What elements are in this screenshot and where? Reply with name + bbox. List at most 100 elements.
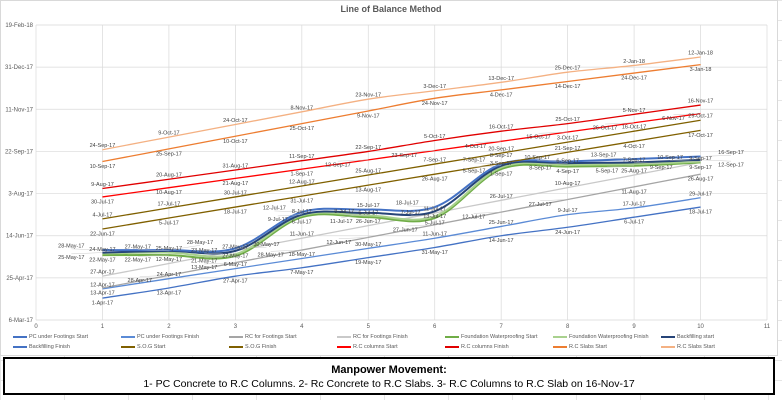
chart-legend: PC under Footings Start PC under Footings… bbox=[13, 334, 769, 350]
legend-label: Backfilling start bbox=[677, 334, 714, 340]
data-label: 17-Jul-17 bbox=[623, 201, 646, 207]
data-label: 11-Jun-17 bbox=[290, 232, 314, 238]
data-label: 9-Nov-17 bbox=[357, 113, 380, 119]
data-label: 5-Nov-17 bbox=[623, 108, 646, 114]
data-label: 22-Jun-17 bbox=[90, 231, 115, 237]
data-label: 20-Sep-17 bbox=[488, 147, 514, 153]
label-leader-line bbox=[473, 211, 502, 214]
x-tick-label: 6 bbox=[433, 324, 437, 330]
legend-item: S.O.G Start bbox=[121, 344, 229, 350]
legend-label: Foundation Waterproofing Start bbox=[461, 334, 538, 340]
data-label: 8-Nov-17 bbox=[291, 105, 314, 111]
data-label: 11-Jun-17 bbox=[423, 232, 447, 238]
data-label: 12-Jan-18 bbox=[688, 51, 713, 57]
data-label: 25-Aug-17 bbox=[621, 169, 647, 175]
legend-label: Backfilling Finish bbox=[29, 344, 70, 350]
data-label: 31-Aug-17 bbox=[223, 163, 249, 169]
data-label: 17-Oct-17 bbox=[688, 133, 712, 139]
label-leader-line bbox=[474, 162, 502, 165]
data-label: 2-Jan-18 bbox=[623, 59, 645, 65]
data-label: 26-Jun-17 bbox=[356, 219, 381, 225]
data-label: 9-Sep-17 bbox=[689, 156, 712, 162]
data-label: 5-Jul-17 bbox=[159, 221, 179, 227]
data-label: 21-Aug-17 bbox=[223, 181, 249, 187]
data-label: 21-Sep-17 bbox=[555, 146, 581, 152]
manpower-movement-note: Manpower Movement: 1- PC Concrete to R.C… bbox=[3, 357, 775, 395]
data-label: 31-Jul-17 bbox=[290, 199, 313, 205]
y-tick-label: 31-Dec-17 bbox=[5, 65, 34, 71]
data-label: 12-Apr-17 bbox=[90, 282, 114, 288]
data-label: 24-Jun-17 bbox=[555, 230, 580, 236]
data-label: 18-Jul-17 bbox=[689, 210, 712, 216]
chart-area[interactable]: Line of Balance Method 6-Mar-17 25-Apr-17… bbox=[0, 0, 778, 356]
data-label: 16-Nov-17 bbox=[688, 99, 714, 105]
x-tick-label: 2 bbox=[167, 324, 171, 330]
data-label: 12-Jun-17 bbox=[326, 240, 351, 246]
y-tick-label: 19-Feb-18 bbox=[5, 23, 33, 29]
legend-item: R.C Slabs Start bbox=[553, 344, 661, 350]
label-leader-line bbox=[407, 205, 435, 208]
data-label: 27-Apr-17 bbox=[90, 270, 114, 276]
legend-swatch bbox=[661, 346, 675, 348]
data-label: 24-Oct-17 bbox=[223, 118, 247, 124]
data-label: 28-May-17 bbox=[58, 244, 84, 250]
data-label: 5-Sep-17 bbox=[596, 168, 619, 174]
data-label: 9-Aug-17 bbox=[91, 182, 114, 188]
data-label: 10-Sep-17 bbox=[657, 155, 683, 161]
data-label: 24-Nov-17 bbox=[422, 101, 448, 107]
legend-swatch bbox=[445, 346, 459, 348]
label-leader-line bbox=[540, 199, 568, 201]
x-axis-ticks: 0 1 2 3 4 5 6 7 8 9 10 11 bbox=[34, 324, 770, 330]
label-leader-line bbox=[603, 157, 635, 160]
data-label: 30-Jul-17 bbox=[224, 190, 247, 196]
data-label: 17-Jul-17 bbox=[157, 201, 180, 207]
data-label: 13-Jul-17 bbox=[423, 214, 446, 220]
data-label: 7-Sep-17 bbox=[463, 158, 486, 164]
legend-swatch bbox=[553, 336, 567, 338]
y-tick-label: 25-Apr-17 bbox=[6, 276, 33, 282]
data-label: 15-Jul-17 bbox=[357, 203, 380, 209]
label-leader-line bbox=[634, 162, 662, 164]
legend-item: R.C Slabs Start bbox=[661, 344, 769, 350]
y-tick-label: 11-Nov-17 bbox=[5, 107, 33, 113]
data-label: 1-Sep-17 bbox=[490, 172, 513, 178]
series-line-7 bbox=[102, 155, 701, 253]
legend-item: Foundation Waterproofing Start bbox=[445, 334, 553, 340]
legend-label: RC for Footings Start bbox=[245, 334, 297, 340]
legend-swatch bbox=[445, 336, 459, 338]
series-line-2 bbox=[102, 173, 701, 289]
x-tick-label: 10 bbox=[697, 324, 704, 330]
data-label: 3-Sep-17 bbox=[490, 161, 513, 167]
label-leader-line bbox=[270, 249, 302, 252]
legend-swatch bbox=[337, 346, 351, 348]
data-label: 15-Oct-17 bbox=[526, 135, 550, 141]
data-label: 19-May-17 bbox=[355, 260, 381, 266]
x-tick-label: 4 bbox=[300, 324, 304, 330]
data-label: 8-Sep-17 bbox=[490, 153, 513, 159]
data-label: 8-Sep-17 bbox=[529, 166, 552, 172]
series-line-8 bbox=[102, 129, 701, 230]
data-label: 4-Sep-17 bbox=[556, 169, 579, 175]
data-label: 28-May-17 bbox=[187, 240, 213, 246]
data-label: 6-Jul-17 bbox=[624, 220, 644, 226]
data-label: 28-Apr-17 bbox=[128, 278, 152, 284]
data-label: 27-May-17 bbox=[222, 253, 248, 259]
data-label: 26-Jul-17 bbox=[490, 194, 513, 200]
data-label: 11-Aug-17 bbox=[621, 189, 646, 195]
legend-item: RC for Footings Finish bbox=[337, 334, 445, 340]
data-label: 22-Sep-17 bbox=[355, 145, 381, 151]
data-label: 24-Apr-17 bbox=[157, 272, 181, 278]
chart-title: Line of Balance Method bbox=[340, 4, 441, 14]
data-label: 9-Oct-17 bbox=[158, 131, 179, 137]
legend-label: R.C columns Start bbox=[353, 344, 398, 350]
data-label: 8-Jul-17 bbox=[292, 209, 312, 215]
data-label: 11-Jul-17 bbox=[330, 219, 353, 225]
label-leader-line bbox=[204, 255, 236, 258]
legend-swatch bbox=[553, 346, 567, 348]
data-label: 27-May-17 bbox=[125, 244, 151, 250]
legend-item: RC for Footings Start bbox=[229, 334, 337, 340]
label-leader-line bbox=[71, 248, 103, 251]
data-label: 27-Apr-17 bbox=[223, 279, 247, 285]
legend-swatch bbox=[121, 346, 135, 348]
series-line-9 bbox=[102, 119, 701, 220]
